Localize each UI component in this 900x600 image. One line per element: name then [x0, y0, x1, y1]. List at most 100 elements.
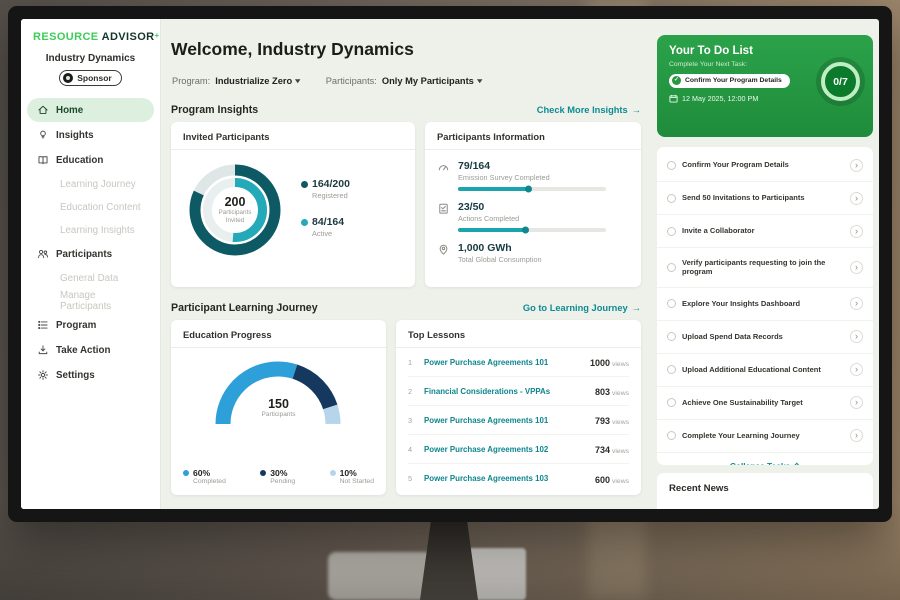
- sidebar-item-settings[interactable]: Settings: [27, 363, 154, 387]
- todo-list: Confirm Your Program Details › Send 50 Inv…: [657, 149, 873, 453]
- participants-filter-label: Participants:: [325, 76, 377, 86]
- task-checkbox[interactable]: [667, 262, 676, 272]
- lesson-row[interactable]: 2 Financial Considerations - VPPAs 803 view…: [408, 377, 629, 406]
- top-lessons-list: 1 Power Purchase Agreements 101 1000 views 2…: [396, 348, 641, 493]
- sidebar-item-label: Program: [56, 319, 97, 331]
- card-title: Top Lessons: [396, 320, 641, 348]
- education-progress-gauge: [211, 353, 345, 431]
- lesson-title[interactable]: Power Purchase Agreements 101: [424, 357, 549, 367]
- lesson-title[interactable]: Power Purchase Agreements 103: [424, 474, 549, 483]
- sidebar-item-label: Learning Journey: [60, 178, 136, 190]
- stat-label: Total Global Consumption: [458, 255, 542, 264]
- progress-bar[interactable]: [458, 226, 606, 234]
- todo-task-complete-your-learning-journey[interactable]: Complete Your Learning Journey ›: [657, 420, 873, 453]
- gauge-chart: [215, 361, 341, 425]
- todo-subtitle: Complete Your Next Task:: [669, 61, 748, 68]
- todo-list-card: Confirm Your Program Details › Send 50 Inv…: [657, 147, 873, 465]
- section-title: Participant Learning Journey: [171, 302, 318, 314]
- sidebar-item-education[interactable]: Education: [27, 148, 154, 172]
- invited-participants-card: Invited Participants 200 Participants In…: [171, 122, 415, 287]
- sponsor-icon: [63, 73, 74, 83]
- chevron-right-icon[interactable]: ›: [850, 224, 863, 238]
- lesson-views: 793 views: [594, 416, 629, 426]
- screen: RESOURCE ADVISOR+ Industry Dynamics Spon…: [21, 19, 879, 509]
- todo-task-send-50-invitations-to-participants[interactable]: Send 50 Invitations to Participants ›: [657, 182, 873, 215]
- todo-task-explore-your-insights-dashboard[interactable]: Explore Your Insights Dashboard ›: [657, 288, 873, 321]
- lesson-rank: 2: [408, 386, 413, 396]
- todo-task-invite-a-collaborator[interactable]: Invite a Collaborator ›: [657, 215, 873, 248]
- program-filter-select[interactable]: Industrialize Zero ▾: [215, 76, 300, 86]
- todo-task-verify-participants-requesting-to-join-the-program[interactable]: Verify participants requesting to join t…: [657, 248, 873, 288]
- sidebar-item-take-action[interactable]: Take Action: [27, 338, 154, 362]
- sidebar-item-learning-insights[interactable]: Learning Insights: [27, 219, 154, 241]
- check-more-insights-link[interactable]: Check More Insights →: [536, 105, 641, 115]
- todo-task-confirm-your-program-details[interactable]: Confirm Your Program Details ›: [657, 149, 873, 182]
- arrow-right-icon: →: [631, 303, 641, 313]
- todo-task-achieve-one-sustainability-target[interactable]: Achieve One Sustainability Target ›: [657, 387, 873, 420]
- sidebar-item-manage-participants[interactable]: Manage Participants: [27, 290, 154, 312]
- todo-task-upload-additional-educational-content[interactable]: Upload Additional Educational Content ›: [657, 354, 873, 387]
- chevron-right-icon[interactable]: ›: [850, 158, 863, 172]
- chevron-right-icon[interactable]: ›: [850, 429, 863, 442]
- gauge-legend-pct: 60%: [193, 468, 211, 478]
- legend-item-registered: 164/200 Registered: [301, 178, 350, 200]
- task-checkbox[interactable]: [667, 193, 676, 203]
- task-checkbox[interactable]: [667, 160, 676, 170]
- lesson-row[interactable]: 1 Power Purchase Agreements 101 1000 views: [408, 348, 629, 377]
- todo-task-upload-spend-data-records[interactable]: Upload Spend Data Records ›: [657, 321, 873, 354]
- collapse-tasks-button[interactable]: Collapse Tasks: [657, 453, 873, 465]
- program-filter-label: Program:: [172, 76, 211, 86]
- lesson-row[interactable]: 5 Power Purchase Agreements 103 600 views: [408, 464, 629, 493]
- app-logo: RESOURCE ADVISOR+: [21, 19, 160, 43]
- task-checkbox[interactable]: [667, 332, 676, 341]
- lesson-views: 600 views: [594, 474, 629, 485]
- completed-dot: [183, 470, 189, 476]
- logo-primary: RESOURCE: [33, 31, 99, 43]
- task-checkbox[interactable]: [667, 398, 676, 407]
- task-checkbox[interactable]: [667, 299, 676, 308]
- card-title: Education Progress: [171, 320, 386, 348]
- progress-bar[interactable]: [458, 185, 606, 193]
- next-task-pill[interactable]: ✓ Confirm Your Program Details: [669, 73, 790, 88]
- sidebar-item-participants[interactable]: Participants: [27, 242, 154, 266]
- chevron-right-icon[interactable]: ›: [850, 396, 863, 409]
- chevron-right-icon[interactable]: ›: [850, 191, 863, 205]
- task-checkbox[interactable]: [667, 365, 676, 374]
- lesson-title[interactable]: Power Purchase Agreements 102: [424, 444, 549, 454]
- sidebar-item-label: Learning Insights: [60, 224, 135, 236]
- chevron-right-icon[interactable]: ›: [850, 260, 863, 274]
- legend-value: 84/164: [312, 216, 345, 228]
- lesson-title[interactable]: Financial Considerations - VPPAs: [424, 386, 551, 396]
- stat-text: 23/50 Actions Completed: [458, 201, 606, 234]
- stat-total-global-consumption: 1,000 GWh Total Global Consumption: [425, 232, 641, 264]
- lesson-views: 803 views: [594, 387, 629, 397]
- chevron-right-icon[interactable]: ›: [850, 297, 863, 310]
- sidebar-item-general-data[interactable]: General Data: [27, 267, 154, 289]
- sidebar-item-program[interactable]: Program: [27, 313, 154, 337]
- task-label: Complete Your Learning Journey: [682, 430, 800, 440]
- lesson-title[interactable]: Power Purchase Agreements 101: [424, 415, 549, 425]
- sidebar-item-home[interactable]: Home: [27, 98, 154, 122]
- chevron-right-icon[interactable]: ›: [850, 363, 863, 376]
- go-to-learning-journey-link[interactable]: Go to Learning Journey →: [522, 303, 641, 313]
- sidebar-item-education-content[interactable]: Education Content: [27, 196, 154, 218]
- donut-legend: 164/200 Registered 84/164 Active: [301, 178, 350, 238]
- sidebar-item-label: General Data: [60, 272, 119, 284]
- sidebar-item-label: Participants: [56, 248, 113, 260]
- legend-label: Active: [312, 229, 333, 238]
- sidebar-item-learning-journey[interactable]: Learning Journey: [27, 173, 154, 195]
- lesson-row[interactable]: 4 Power Purchase Agreements 102 734 views: [408, 435, 629, 464]
- participants-filter-select[interactable]: Only My Participants ▾: [382, 76, 482, 86]
- sidebar-item-label: Home: [56, 104, 84, 116]
- stat-label: Actions Completed: [458, 214, 520, 223]
- lesson-rank: 5: [408, 474, 413, 483]
- sidebar-item-insights[interactable]: Insights: [27, 123, 154, 147]
- take-action-icon: [37, 344, 49, 356]
- task-checkbox[interactable]: [667, 431, 676, 440]
- participants-icon: [37, 248, 49, 260]
- chevron-right-icon[interactable]: ›: [850, 330, 863, 343]
- stat-label: Emission Survey Completed: [458, 173, 550, 182]
- task-checkbox[interactable]: [667, 226, 676, 236]
- sponsor-badge[interactable]: Sponsor: [59, 70, 122, 86]
- lesson-row[interactable]: 3 Power Purchase Agreements 101 793 views: [408, 406, 629, 435]
